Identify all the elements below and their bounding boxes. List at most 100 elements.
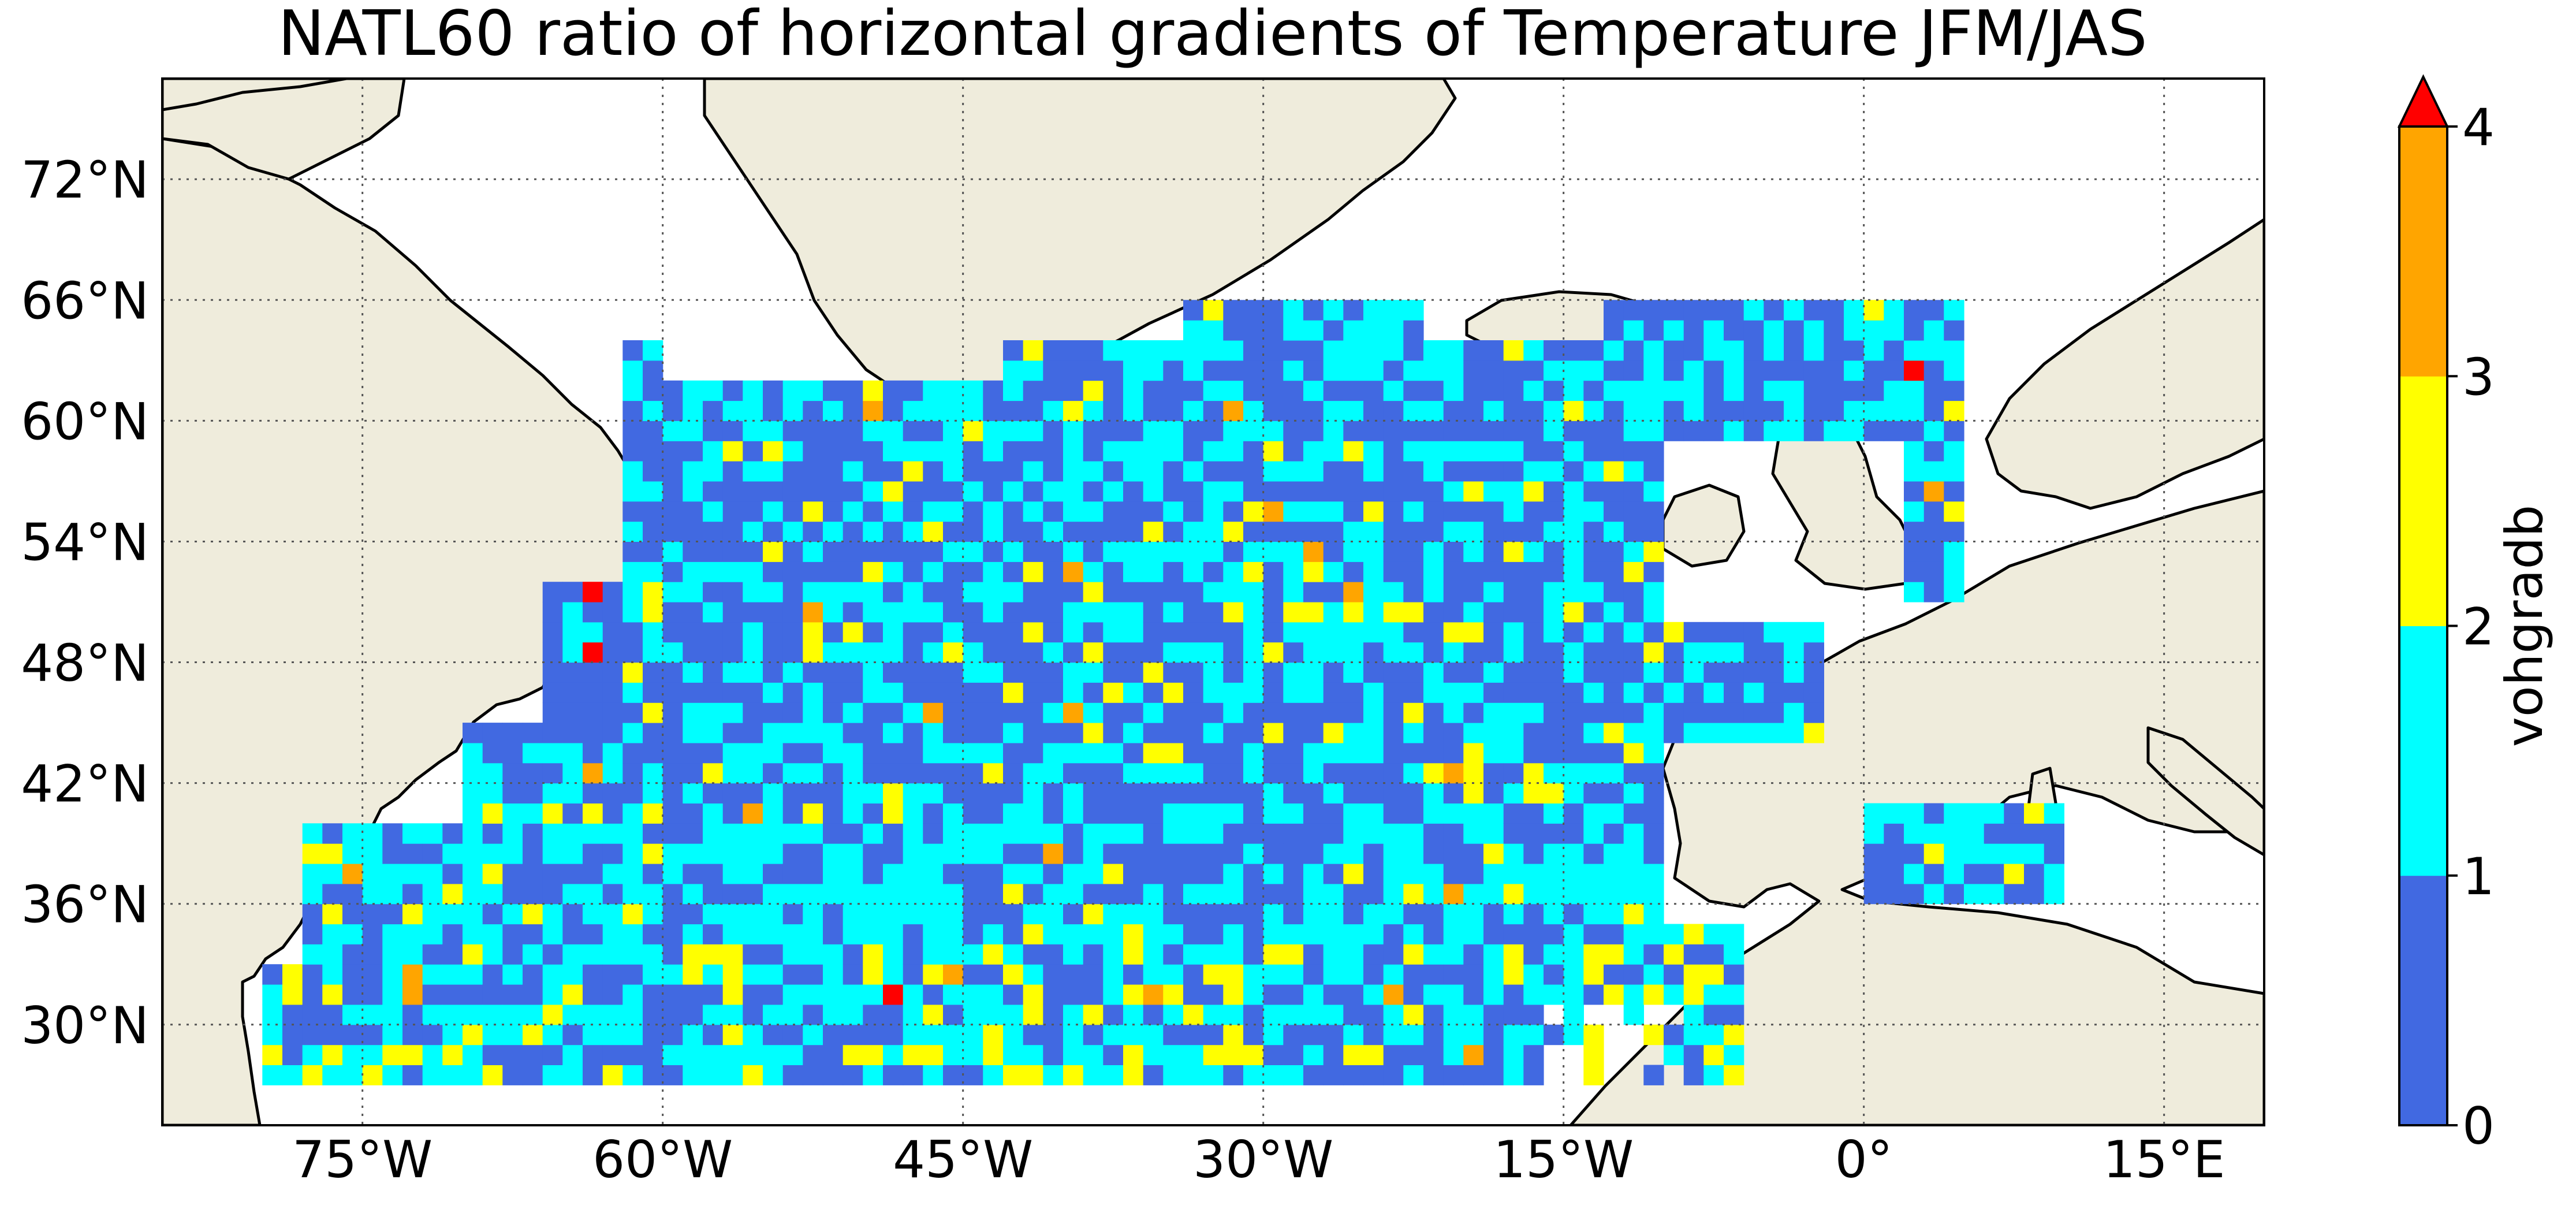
data-cell	[523, 1044, 543, 1065]
data-cell	[1223, 783, 1244, 803]
data-cell	[863, 501, 883, 522]
data-cell	[542, 1065, 563, 1085]
data-cell	[1263, 340, 1284, 361]
data-cell	[1503, 783, 1524, 803]
data-cell	[1183, 883, 1204, 905]
data-cell	[1163, 903, 1184, 925]
data-cell	[662, 622, 683, 643]
data-cell	[782, 481, 803, 502]
data-cell	[1724, 1044, 1744, 1065]
data-cell	[1283, 501, 1304, 522]
data-cell	[842, 642, 863, 663]
data-cell	[1403, 702, 1424, 723]
data-cell	[803, 783, 823, 803]
data-cell	[1623, 320, 1644, 341]
data-cell	[1023, 461, 1043, 482]
data-cell	[1703, 380, 1724, 401]
data-cell	[1604, 400, 1624, 421]
data-cell	[743, 783, 763, 803]
data-cell	[963, 481, 983, 502]
data-cell	[983, 400, 1004, 421]
data-cell	[1604, 702, 1624, 723]
data-cell	[943, 803, 964, 824]
data-cell	[903, 380, 923, 401]
data-cell	[1523, 582, 1544, 602]
data-cell	[823, 582, 844, 602]
data-cell	[842, 823, 863, 844]
data-cell	[722, 582, 743, 602]
data-cell	[2004, 803, 2025, 824]
data-cell	[1604, 682, 1624, 703]
data-cell	[1043, 1004, 1064, 1025]
data-cell	[923, 762, 944, 784]
data-cell	[683, 702, 703, 723]
data-cell	[1503, 762, 1524, 784]
data-cell	[1083, 1004, 1104, 1025]
data-cell	[983, 883, 1004, 905]
data-cell	[442, 1044, 463, 1065]
data-cell	[1544, 642, 1564, 663]
data-cell	[1944, 521, 1964, 542]
data-cell	[842, 783, 863, 803]
data-cell	[1143, 702, 1164, 723]
data-cell	[863, 742, 883, 764]
data-cell	[1183, 1024, 1204, 1046]
lat-tick-label: 54°N	[21, 512, 149, 572]
data-cell	[1223, 360, 1244, 381]
data-cell	[943, 622, 964, 643]
data-cell	[743, 803, 763, 824]
data-cell	[1643, 1065, 1664, 1085]
data-cell	[1664, 924, 1684, 944]
data-cell	[1443, 823, 1464, 844]
data-cell	[643, 1044, 663, 1065]
data-cell	[1503, 521, 1524, 542]
data-cell	[1343, 400, 1364, 421]
data-cell	[1423, 421, 1444, 441]
land-italy	[2146, 726, 2264, 857]
data-cell	[983, 622, 1004, 643]
data-cell	[1944, 582, 1964, 602]
data-cell	[1363, 864, 1384, 884]
data-cell	[583, 1024, 603, 1046]
data-cell	[842, 964, 863, 985]
data-cell	[1083, 723, 1104, 743]
data-cell	[1363, 1065, 1384, 1085]
data-cell	[703, 903, 724, 925]
data-cell	[1323, 742, 1344, 764]
data-cell	[803, 541, 823, 562]
data-cell	[1724, 984, 1744, 1005]
data-cell	[1303, 602, 1324, 623]
data-cell	[1083, 682, 1104, 703]
data-cell	[1103, 340, 1124, 361]
data-cell	[1724, 702, 1744, 723]
data-cell	[1423, 903, 1444, 925]
data-cell	[1343, 1024, 1364, 1046]
data-cell	[643, 441, 663, 462]
data-cell	[1583, 400, 1604, 421]
data-cell	[1023, 541, 1043, 562]
data-cell	[542, 903, 563, 925]
data-cell	[763, 723, 784, 743]
data-cell	[1523, 662, 1544, 683]
data-cell	[863, 582, 883, 602]
data-cell	[622, 924, 643, 944]
data-cell	[523, 823, 543, 844]
data-cell	[1583, 461, 1604, 482]
data-cell	[823, 1024, 844, 1046]
data-cell	[1123, 702, 1144, 723]
data-cell	[1643, 561, 1664, 582]
data-cell	[1003, 883, 1024, 905]
data-cell	[1183, 1044, 1204, 1065]
data-cell	[883, 1004, 904, 1025]
data-cell	[1043, 400, 1064, 421]
data-cell	[1643, 723, 1664, 743]
data-cell	[562, 742, 583, 764]
data-cell	[1863, 320, 1884, 341]
data-cell	[722, 783, 743, 803]
data-cell	[2044, 823, 2064, 844]
data-cell	[1343, 762, 1364, 784]
data-cell	[1904, 561, 1925, 582]
data-cell	[1703, 723, 1724, 743]
data-cell	[1023, 1024, 1043, 1046]
data-cell	[903, 501, 923, 522]
